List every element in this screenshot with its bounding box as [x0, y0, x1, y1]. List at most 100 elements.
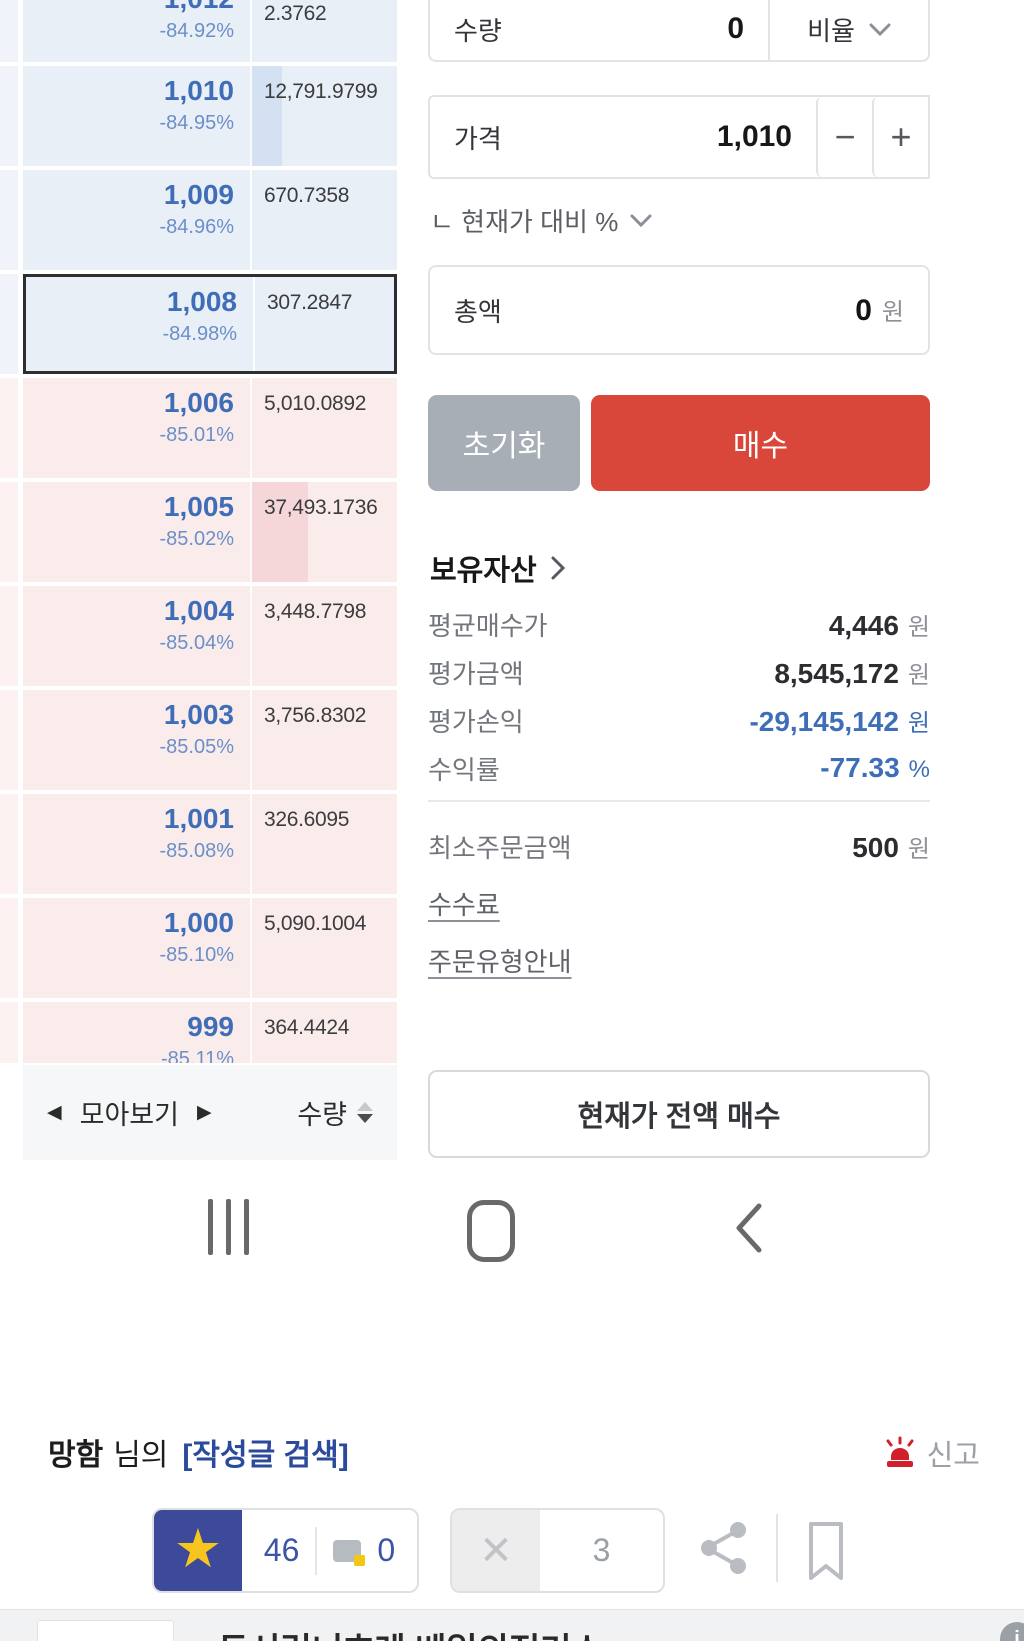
orderbook-price: 1,009 — [163, 179, 234, 210]
ratio-dropdown[interactable]: 비율 — [768, 0, 928, 60]
group-view-button[interactable]: 모아보기 — [79, 1100, 179, 1130]
author-posts-search-link[interactable]: [작성글 검색] — [182, 1439, 349, 1472]
holdings-row: 평가손익 -29,145,142 원 — [428, 696, 930, 744]
orderbook-change-pct: -84.98% — [162, 323, 238, 345]
orderbook-row[interactable]: 1,009 -84.96% 670.7358 — [23, 170, 397, 270]
compare-to-current-dropdown[interactable]: ㄴ 현재가 대비 % — [430, 202, 652, 239]
back-icon[interactable] — [733, 1202, 763, 1254]
orderbook-price: 1,004 — [163, 595, 234, 626]
recommend-button[interactable]: ★ — [154, 1510, 242, 1591]
buy-button[interactable]: 매수 — [591, 395, 930, 491]
orderbook-quantity: 5,010.0892 — [264, 392, 367, 415]
orderbook-price: 1,003 — [163, 699, 234, 730]
info-icon: i — [1000, 1622, 1024, 1641]
sort-label: 수량 — [297, 1100, 347, 1130]
author-name: 망함 — [48, 1439, 104, 1472]
holdings-link[interactable]: 보유자산 — [430, 547, 565, 589]
orderbook-row[interactable]: 1,004 -85.04% 3,448.7798 — [23, 586, 397, 686]
downvote-button[interactable]: ✕ — [452, 1510, 540, 1591]
holdings-row: 수익률 -77.33% — [428, 744, 930, 792]
android-navbar — [0, 1196, 1024, 1266]
fee-link[interactable]: 수수료 — [428, 890, 500, 920]
holdings-row: 평균매수가 4,446 원 — [428, 600, 930, 648]
orderbook-row[interactable]: 1,012 -84.92% 2.3762 — [23, 0, 397, 62]
total-field[interactable]: 총액 0 원 — [428, 265, 930, 355]
prev-triangle-icon[interactable]: ◀ — [47, 1102, 62, 1123]
price-value[interactable]: 1,010 — [716, 120, 792, 153]
left-edge-column — [0, 0, 18, 1063]
column-divider — [250, 170, 252, 270]
depth-bar — [250, 482, 308, 582]
report-button[interactable]: 신고 — [883, 1432, 980, 1474]
price-field[interactable]: 가격 1,010 − + — [428, 95, 930, 179]
orderbook-change-pct: -85.02% — [159, 528, 235, 550]
total-label: 총액 — [454, 296, 502, 327]
holdings-row: 평가금액 8,545,172 원 — [428, 648, 930, 696]
holdings-summary: 평균매수가 4,446 원 평가금액 8,545,172 원 평가손익 -29,14… — [428, 600, 930, 792]
orderbook-row[interactable]: 1,003 -85.05% 3,756.8302 — [23, 690, 397, 790]
orderbook-quantity: 326.6095 — [264, 808, 350, 831]
chevron-down-icon — [630, 214, 652, 227]
chevron-right-icon — [551, 556, 565, 580]
quantity-value[interactable]: 0 — [727, 12, 744, 45]
orderbook-quantity: 3,756.8302 — [264, 704, 367, 727]
holdings-row-value: 8,545,172 — [774, 657, 899, 689]
home-icon[interactable] — [467, 1200, 515, 1262]
orderbook-row[interactable]: 1,000 -85.10% 5,090.1004 — [23, 898, 397, 998]
orderbook-change-pct: -85.10% — [159, 944, 235, 966]
column-divider — [253, 277, 255, 371]
orderbook-row[interactable]: 1,005 -85.02% 37,493.1736 — [23, 482, 397, 582]
column-divider — [250, 586, 252, 686]
sort-arrows-icon — [357, 1102, 373, 1123]
sort-by-quantity-button[interactable]: 수량 — [297, 1093, 373, 1132]
star-icon: ★ — [173, 1518, 223, 1579]
next-triangle-icon[interactable]: ▶ — [197, 1102, 212, 1123]
holdings-row-unit: 원 — [907, 709, 930, 737]
divider — [315, 1526, 318, 1575]
orderbook-row[interactable]: 1,010 -84.95% 12,791.9799 — [23, 66, 397, 166]
min-order-label: 최소주문금액 — [428, 832, 572, 863]
bookmark-icon[interactable] — [806, 1521, 846, 1583]
orderbook-change-pct: -84.92% — [159, 20, 235, 42]
min-order-value: 500 — [852, 831, 899, 863]
orderbook-quantity: 670.7358 — [264, 184, 350, 207]
downvote-widget: ✕ 3 — [450, 1508, 665, 1593]
orderbook-price: 1,012 — [23, 0, 234, 14]
share-icon[interactable] — [698, 1520, 750, 1576]
compare-label: ㄴ 현재가 대비 % — [430, 207, 619, 237]
holdings-title: 보유자산 — [430, 555, 537, 587]
recents-icon[interactable] — [208, 1199, 249, 1255]
column-divider — [250, 1002, 252, 1063]
orderbook-price: 1,000 — [163, 907, 234, 938]
recommend-widget: ★ 46 0 — [152, 1508, 419, 1593]
holdings-row-unit: 원 — [907, 613, 930, 641]
quantity-field[interactable]: 수량 0 비율 — [428, 0, 930, 62]
orderbook-change-pct: -84.96% — [159, 216, 235, 238]
divider — [428, 800, 930, 802]
orderbook-quantity: 3,448.7798 — [264, 600, 367, 623]
orderbook-row[interactable]: 999 -85.11% 364.4424 — [23, 1002, 397, 1063]
column-divider — [250, 0, 252, 62]
orderbook-price: 1,010 — [163, 75, 234, 106]
orderbook-change-pct: -85.04% — [159, 632, 235, 654]
orderbook-price: 999 — [187, 1011, 234, 1042]
buy-all-at-current-button[interactable]: 현재가 전액 매수 — [428, 1070, 930, 1158]
orderbook-row[interactable]: 1,001 -85.08% 326.6095 — [23, 794, 397, 894]
orderbook-row[interactable]: 1,006 -85.01% 5,010.0892 — [23, 378, 397, 478]
orderbook-quantity: 12,791.9799 — [264, 80, 378, 103]
next-post-strip[interactable]: 두시런너흐레 베일의정거스 i — [0, 1609, 1024, 1641]
column-divider — [250, 898, 252, 998]
price-plus-button[interactable]: + — [872, 97, 928, 177]
orderbook-row-selected[interactable]: 1,008 -84.98% 307.2847 — [23, 274, 397, 374]
holdings-row-label: 평가금액 — [428, 658, 524, 689]
order-type-guide-link[interactable]: 주문유형안내 — [428, 947, 572, 977]
post-actions-row: ★ 46 0 ✕ 3 — [0, 1508, 1024, 1594]
price-minus-button[interactable]: − — [816, 97, 872, 177]
column-divider — [250, 482, 252, 582]
reset-button[interactable]: 초기화 — [428, 395, 580, 491]
orderbook-change-pct: -84.95% — [159, 112, 235, 134]
column-divider — [250, 794, 252, 894]
quantity-label: 수량 — [454, 15, 502, 46]
orderbook-footer: ◀ 모아보기 ▶ 수량 — [23, 1065, 397, 1160]
total-unit: 원 — [881, 299, 904, 326]
